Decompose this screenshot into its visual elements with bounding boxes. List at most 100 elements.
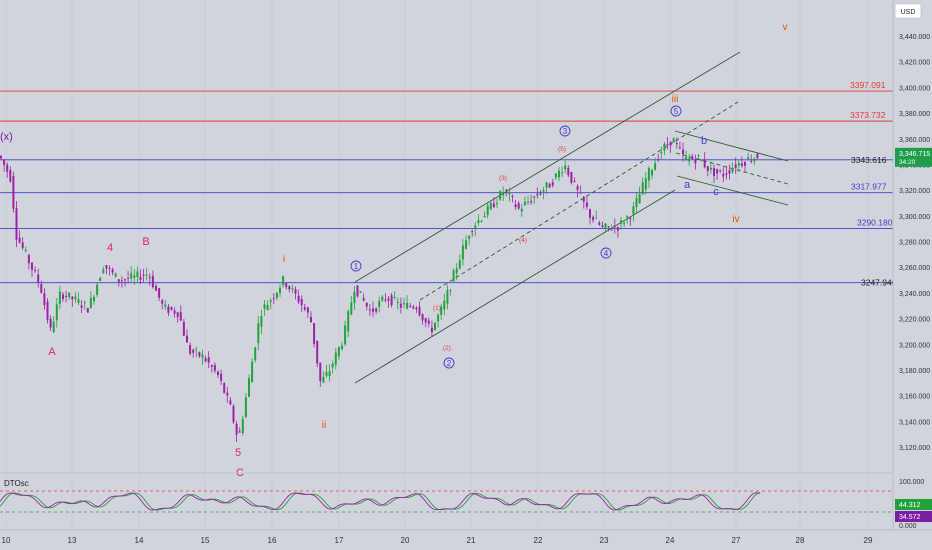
candle-body	[341, 345, 343, 350]
candle-body	[638, 194, 641, 204]
candle-body	[89, 297, 92, 308]
candle-body	[551, 182, 554, 186]
candle-body	[133, 275, 136, 278]
candle-body	[226, 392, 229, 396]
candle-body	[561, 172, 564, 174]
candle-body	[31, 262, 33, 270]
candle-body	[666, 144, 669, 146]
candle-body	[24, 249, 27, 251]
price-tick-label: 3,220.000	[899, 317, 930, 324]
candle-body	[77, 299, 80, 303]
candle-body	[685, 156, 688, 160]
candle-body	[468, 235, 471, 239]
candle-body	[161, 300, 164, 304]
candle-body	[545, 182, 548, 188]
candle-body	[654, 163, 657, 171]
candle-body	[585, 202, 588, 207]
candle-body	[682, 149, 684, 155]
candle-body	[393, 297, 396, 299]
candle-body	[189, 345, 192, 354]
wave-label: B	[142, 236, 149, 248]
candle-body	[108, 268, 111, 270]
candle-body	[313, 323, 316, 344]
candle-body	[430, 327, 433, 333]
candle-body	[362, 298, 365, 301]
price-tick-label: 3,320.000	[899, 188, 930, 195]
candle-body	[164, 304, 167, 307]
price-tick-label: 3,300.000	[899, 214, 930, 221]
candle-body	[378, 301, 381, 307]
candle-body	[458, 260, 461, 269]
candle-body	[127, 277, 130, 279]
price-axis[interactable]	[893, 0, 932, 550]
candle-body	[390, 295, 393, 306]
candle-body	[731, 168, 734, 172]
wave-label: 5	[674, 107, 679, 116]
candle-body	[604, 223, 607, 228]
candle-body	[651, 170, 653, 176]
candle-body	[409, 305, 412, 307]
candle-body	[27, 254, 30, 264]
candle-body	[235, 423, 238, 435]
time-tick-label: 16	[268, 536, 277, 545]
candle-body	[747, 157, 750, 161]
wave-label: ii	[322, 420, 326, 431]
time-tick-label: 27	[732, 536, 741, 545]
candle-body	[403, 303, 405, 305]
candle-body	[46, 301, 49, 320]
oscillator-name[interactable]: DTOsc	[4, 479, 29, 488]
candle-body	[709, 167, 712, 170]
wave-circle	[600, 247, 612, 259]
wave-circle	[559, 125, 571, 137]
candle-body	[291, 288, 294, 290]
candle-body	[136, 271, 139, 277]
time-tick-label: 24	[666, 536, 675, 545]
countdown-label: 34:20	[899, 159, 916, 166]
candle-body	[700, 160, 703, 162]
flag-upper-line	[674, 130, 789, 162]
candle-body	[74, 296, 77, 300]
candle-body	[220, 373, 223, 381]
candle-body	[272, 298, 275, 300]
candle-body	[15, 208, 18, 240]
candle-body	[523, 201, 526, 205]
price-tick-label: 3,140.000	[899, 419, 930, 426]
candle-body	[477, 220, 480, 224]
wave-label: iv	[732, 214, 739, 225]
wave-label: 3	[563, 127, 568, 136]
candle-body	[558, 170, 560, 178]
candle-body	[145, 274, 148, 276]
level-label: 3343.616	[851, 155, 887, 165]
candle-body	[170, 307, 173, 310]
candle-body	[610, 229, 613, 231]
candle-body	[356, 285, 359, 297]
candle-body	[254, 347, 257, 361]
candle-body	[517, 203, 520, 209]
candle-body	[536, 193, 539, 196]
candle-body	[471, 231, 474, 233]
candle-body	[576, 186, 579, 190]
candle-body	[375, 308, 378, 312]
wave-circle	[670, 105, 682, 117]
candle-body	[703, 159, 706, 168]
candle-body	[21, 242, 24, 248]
price-tick-label: 3,400.000	[899, 85, 930, 92]
currency-label: USD	[901, 9, 916, 16]
candle-body	[520, 208, 523, 212]
candle-body	[232, 405, 235, 423]
candle-body	[489, 202, 492, 210]
candle-body	[117, 279, 120, 282]
wave-label: 1	[354, 262, 359, 271]
candle-body	[629, 218, 632, 220]
candle-body	[437, 314, 440, 322]
candle-body	[257, 323, 260, 344]
price-tick-label: 3,200.000	[899, 342, 930, 349]
time-tick-label: 10	[2, 536, 11, 545]
currency-badge[interactable]	[894, 3, 922, 19]
candle-body	[461, 245, 464, 260]
candle-body	[446, 290, 449, 304]
candle-body	[3, 159, 6, 165]
candlestick-series	[0, 136, 759, 443]
candle-body	[421, 314, 424, 321]
